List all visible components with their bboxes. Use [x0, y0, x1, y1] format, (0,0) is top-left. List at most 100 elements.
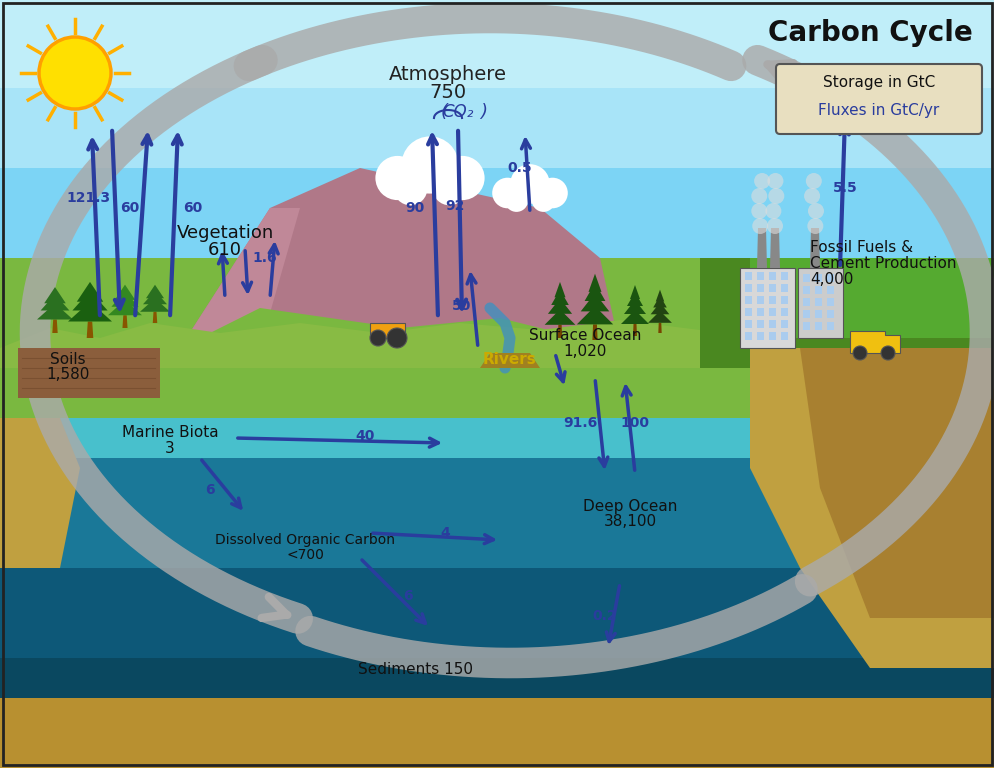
Text: 6: 6 [205, 483, 215, 497]
Polygon shape [146, 285, 164, 298]
Text: 50: 50 [452, 299, 471, 313]
Polygon shape [650, 303, 669, 314]
Polygon shape [479, 353, 540, 368]
Polygon shape [140, 298, 170, 312]
Circle shape [537, 177, 568, 208]
Polygon shape [780, 332, 787, 340]
Polygon shape [73, 291, 107, 310]
Text: 60: 60 [120, 201, 139, 215]
Circle shape [440, 156, 484, 200]
Polygon shape [584, 283, 604, 301]
Polygon shape [620, 310, 648, 324]
Text: 4: 4 [439, 526, 449, 540]
Polygon shape [626, 292, 642, 306]
Polygon shape [768, 284, 775, 292]
Polygon shape [814, 274, 821, 282]
Text: 750: 750 [429, 84, 466, 102]
Polygon shape [802, 274, 809, 282]
Text: 0.2: 0.2 [592, 609, 616, 623]
Polygon shape [0, 318, 994, 368]
Polygon shape [768, 308, 775, 316]
Circle shape [754, 203, 770, 219]
Circle shape [375, 156, 419, 200]
Polygon shape [802, 298, 809, 306]
Polygon shape [814, 298, 821, 306]
Polygon shape [780, 320, 787, 328]
Text: Soils: Soils [50, 353, 85, 368]
Polygon shape [370, 323, 405, 338]
Text: Deep Ocean: Deep Ocean [582, 498, 677, 514]
Polygon shape [53, 319, 58, 333]
Polygon shape [0, 0, 994, 168]
Text: 38,100: 38,100 [602, 514, 656, 528]
Polygon shape [587, 273, 601, 292]
Polygon shape [756, 308, 763, 316]
Polygon shape [768, 332, 775, 340]
Text: Marine Biota: Marine Biota [121, 425, 218, 441]
Polygon shape [658, 323, 661, 333]
Polygon shape [768, 296, 775, 304]
Polygon shape [814, 322, 821, 330]
Polygon shape [86, 322, 93, 338]
Circle shape [424, 143, 455, 174]
Polygon shape [652, 296, 666, 307]
Circle shape [492, 177, 522, 208]
Circle shape [510, 164, 550, 204]
Polygon shape [37, 303, 73, 319]
Polygon shape [745, 272, 751, 280]
Circle shape [809, 218, 825, 234]
Polygon shape [0, 698, 994, 768]
Polygon shape [0, 568, 994, 658]
Polygon shape [0, 458, 994, 568]
Polygon shape [18, 348, 160, 398]
Polygon shape [0, 418, 80, 568]
Text: 91.6: 91.6 [563, 416, 596, 430]
Polygon shape [554, 282, 565, 297]
Polygon shape [802, 310, 809, 318]
Circle shape [809, 203, 825, 219]
Circle shape [752, 173, 768, 189]
Text: 92: 92 [445, 199, 464, 213]
Text: <700: <700 [286, 548, 324, 562]
Circle shape [754, 188, 770, 204]
Polygon shape [544, 310, 575, 325]
Text: Vegetation: Vegetation [176, 224, 273, 242]
Polygon shape [826, 298, 833, 306]
Circle shape [432, 171, 466, 205]
Text: 3: 3 [165, 442, 175, 456]
Text: 1.6: 1.6 [252, 251, 277, 265]
Text: Surface Ocean: Surface Ocean [528, 329, 640, 343]
Circle shape [852, 346, 866, 360]
Polygon shape [647, 311, 671, 323]
Text: 121.3: 121.3 [66, 191, 110, 205]
Polygon shape [756, 272, 763, 280]
Polygon shape [745, 332, 751, 340]
Polygon shape [44, 287, 66, 303]
Polygon shape [0, 0, 994, 88]
Polygon shape [122, 315, 127, 328]
Polygon shape [745, 320, 751, 328]
Text: 1,020: 1,020 [563, 345, 606, 359]
Polygon shape [802, 286, 809, 294]
Polygon shape [591, 324, 597, 340]
Polygon shape [655, 290, 664, 302]
Polygon shape [548, 299, 572, 314]
Circle shape [767, 218, 783, 234]
Polygon shape [0, 348, 994, 408]
Text: 0.5: 0.5 [507, 161, 532, 175]
Text: Dissolved Organic Carbon: Dissolved Organic Carbon [215, 533, 395, 547]
Circle shape [394, 171, 427, 205]
Polygon shape [77, 282, 103, 302]
Polygon shape [0, 258, 994, 418]
Text: ): ) [479, 103, 486, 121]
Polygon shape [797, 268, 842, 338]
Circle shape [526, 169, 548, 190]
Polygon shape [143, 291, 167, 304]
Text: 100: 100 [620, 416, 649, 430]
Polygon shape [700, 258, 994, 368]
Circle shape [804, 188, 820, 204]
Polygon shape [756, 284, 763, 292]
Polygon shape [180, 168, 619, 348]
Text: 1,580: 1,580 [47, 368, 89, 382]
Polygon shape [745, 296, 751, 304]
